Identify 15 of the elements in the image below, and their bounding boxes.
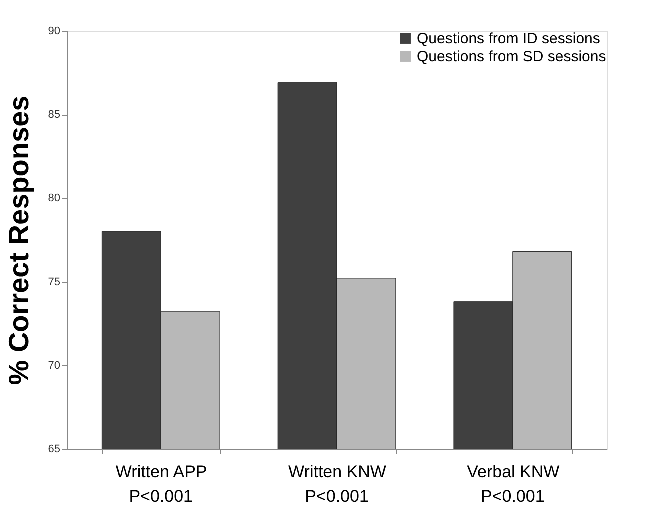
y-tick-label: 85 — [48, 109, 60, 122]
legend-label: Questions from ID sessions — [417, 30, 600, 48]
annotation: P<0.001 — [129, 487, 194, 506]
x-tick-label: Written APP — [116, 462, 208, 482]
y-tick-label: 90 — [48, 26, 60, 38]
y-tick-label: 80 — [48, 192, 60, 205]
y-tick-label: 75 — [48, 276, 60, 288]
y-axis-title: % Correct Responses — [3, 96, 34, 386]
x-tick-label: Written KNW — [288, 462, 386, 482]
legend-label: Questions from SD sessions — [417, 48, 606, 66]
annotation: P<0.001 — [305, 487, 369, 506]
annotation: P<0.001 — [480, 487, 545, 506]
y-tick-label: 65 — [48, 444, 60, 456]
y-tick-label: 70 — [48, 360, 60, 372]
x-tick-label: Verbal KNW — [467, 462, 560, 482]
